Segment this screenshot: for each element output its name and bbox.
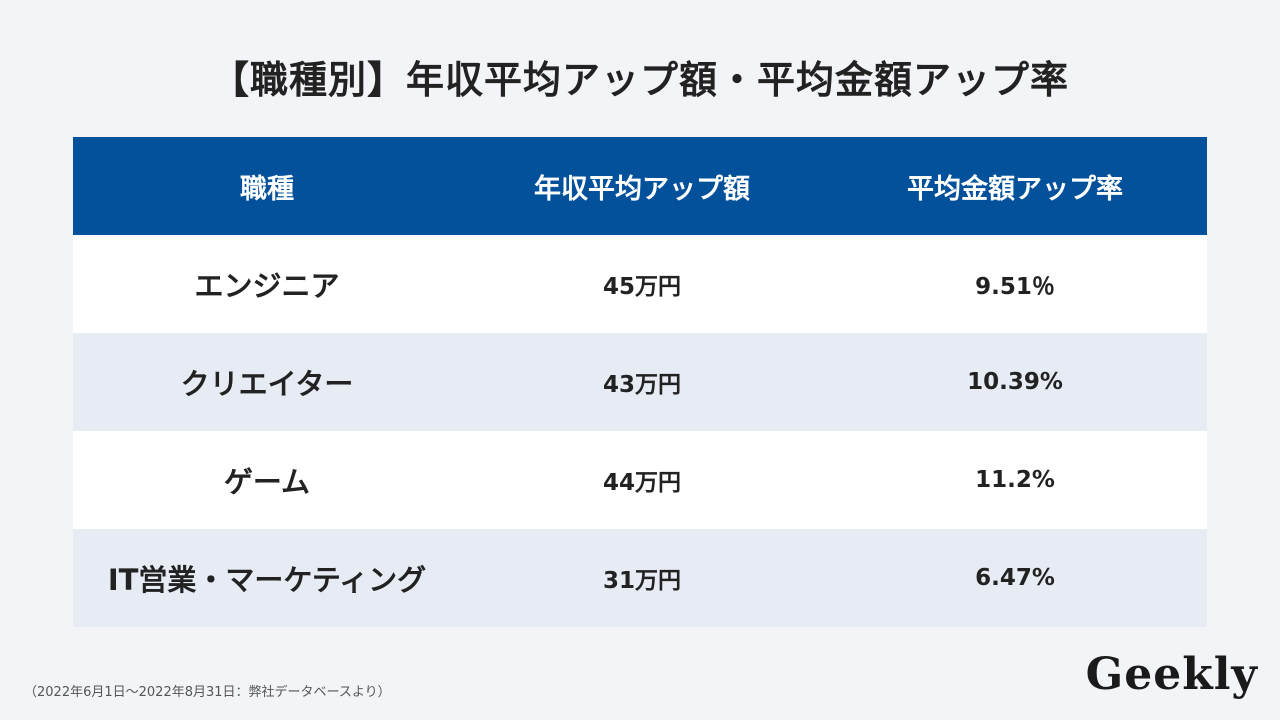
table-header: 職種 年収平均アップ額 平均金額アップ率 <box>73 137 1207 235</box>
raise-rate-cell: 9.51％ <box>975 274 1055 300</box>
raise-rate-cell: 10.39% <box>967 369 1063 395</box>
source-footnote: （2022年6月1日〜2022年8月31日：弊社データベースより） <box>24 685 391 700</box>
table-row: ゲーム 44万円 11.2% <box>73 431 1207 529</box>
raise-amount-cell: 45万円 <box>602 274 681 300</box>
comparison-table: 職種 年収平均アップ額 平均金額アップ率 エンジニア 45万円 9.51％ クリ… <box>73 137 1207 627</box>
job-type-cell: クリエイター <box>180 367 354 401</box>
geekly-logo: Geekly <box>1085 649 1258 700</box>
job-type-cell: エンジニア <box>194 269 340 303</box>
raise-rate-cell: 11.2% <box>975 467 1055 493</box>
job-type-cell: ゲーム <box>223 465 311 499</box>
table-row: クリエイター 43万円 10.39% <box>73 333 1207 431</box>
page-title: 【職種別】年収平均アップ額・平均金額アップ率 <box>210 58 1069 102</box>
table-row: IT営業・マーケティング 31万円 6.47% <box>73 529 1207 627</box>
header-average-raise-rate: 平均金額アップ率 <box>907 173 1123 205</box>
raise-amount-cell: 43万円 <box>602 372 681 398</box>
raise-amount-cell: 31万円 <box>602 568 681 594</box>
header-job-type: 職種 <box>240 173 294 205</box>
table-row: エンジニア 45万円 9.51％ <box>73 235 1207 333</box>
raise-amount-cell: 44万円 <box>602 470 681 496</box>
job-type-cell: IT営業・マーケティング <box>107 563 427 597</box>
header-average-raise-amount: 年収平均アップ額 <box>534 173 750 205</box>
raise-rate-cell: 6.47% <box>975 565 1055 591</box>
